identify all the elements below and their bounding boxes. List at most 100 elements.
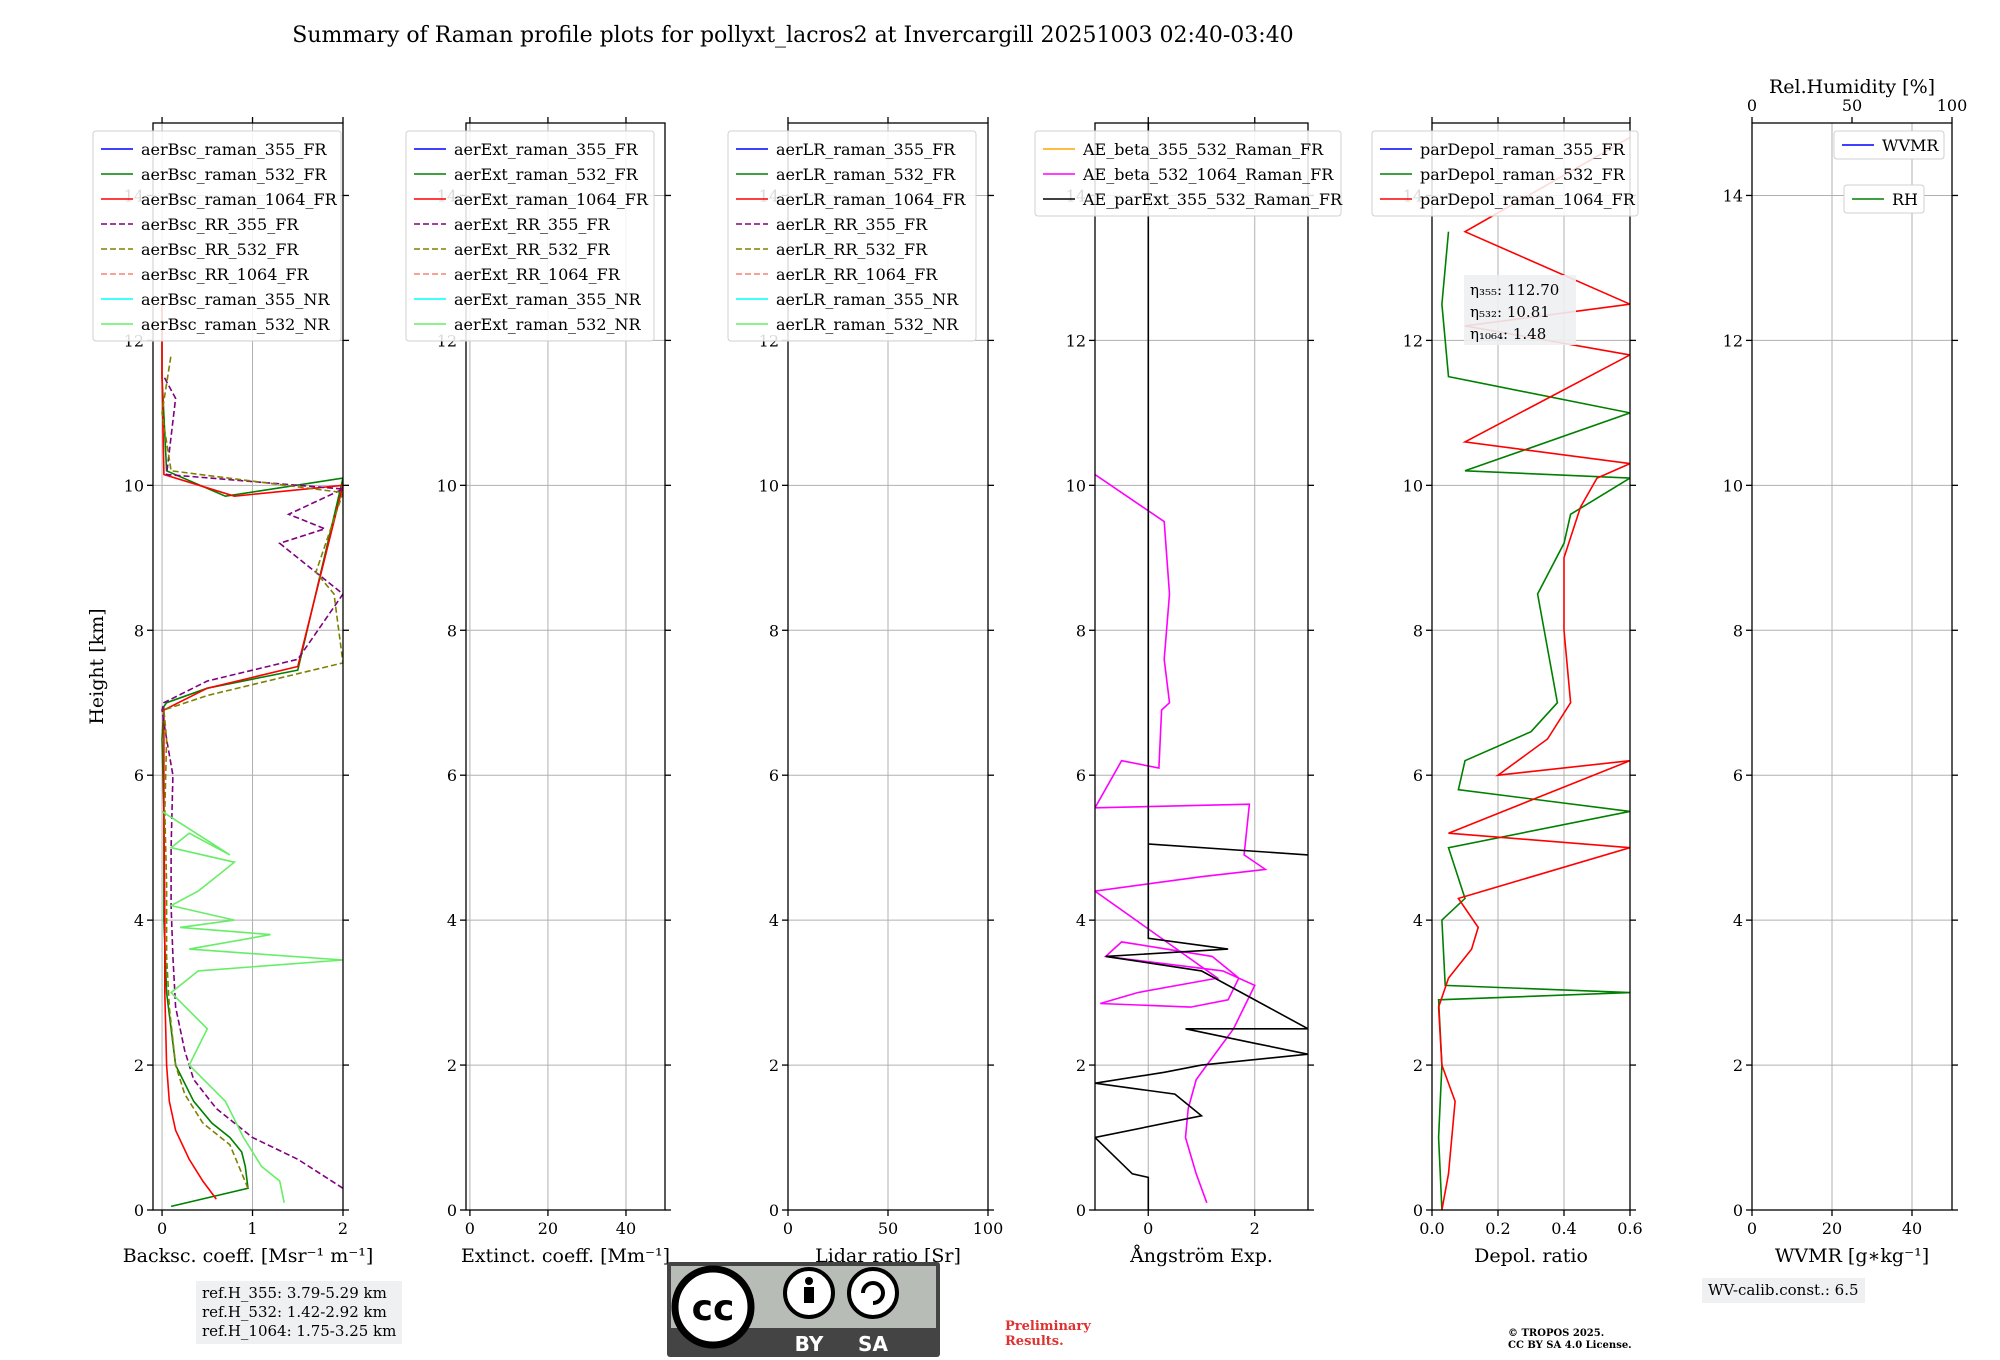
legend-label: AE_beta_355_532_Raman_FR (1082, 140, 1324, 159)
legend-label: aerLR_raman_1064_FR (776, 190, 966, 209)
legend-box (405, 130, 655, 342)
axes-frame (1094, 122, 1309, 1211)
sa-icon (847, 1267, 899, 1319)
x-tick-label: 100 (973, 1219, 1004, 1238)
copyright-line-2: CC BY SA 4.0 License. (1508, 1340, 1632, 1351)
y-tick-label: 0 (447, 1201, 457, 1220)
x-tick-label: 2 (1250, 1219, 1260, 1238)
ref-height-355: ref.H_355: 3.79-5.29 km (202, 1284, 387, 1302)
y-tick-label: 6 (1076, 766, 1086, 785)
panel-backscatter: 02468101214012Backsc. coeff. [Msr⁻¹ m⁻¹]… (86, 117, 373, 1267)
y-tick-label: 10 (437, 476, 457, 495)
copyright-line-1: © TROPOS 2025. (1508, 1328, 1605, 1339)
x-tick-label: 50 (878, 1219, 898, 1238)
legend-label: parDepol_raman_532_FR (1420, 165, 1626, 184)
axes-frame (465, 122, 666, 1211)
reference-heights-box: ref.H_355: 3.79-5.29 km ref.H_532: 1.42-… (196, 1281, 403, 1344)
legend-label: aerLR_raman_532_NR (776, 315, 959, 334)
cc-icon (671, 1265, 755, 1349)
legend-box (1833, 130, 1945, 160)
cc-by-sa-badge: cc BY SA (667, 1262, 940, 1357)
ref-height-532: ref.H_532: 1.42-2.92 km (202, 1303, 387, 1321)
legend-label: AE_parExt_355_532_Raman_FR (1082, 190, 1343, 209)
eta-annotation-line: η₃₅₅: 112.70 (1470, 281, 1559, 299)
x-axis-label: Backsc. coeff. [Msr⁻¹ m⁻¹] (123, 1245, 374, 1267)
series-line-parDepol_raman_532_FR (1437, 231, 1630, 1210)
top-x-axis-label: Rel.Humidity [%] (1769, 76, 1935, 98)
legend-label: parDepol_raman_1064_FR (1420, 190, 1636, 209)
legend-label: aerLR_RR_355_FR (776, 215, 928, 234)
y-tick-label: 2 (447, 1056, 457, 1075)
legend-label: RH (1892, 190, 1918, 209)
preliminary-note: Preliminary Results. (1005, 1319, 1091, 1349)
legend-label: AE_beta_532_1064_Raman_FR (1082, 165, 1334, 184)
preliminary-line-1: Preliminary (1005, 1319, 1091, 1334)
legend-label: aerBsc_raman_355_NR (141, 290, 330, 309)
x-tick-label: 0 (157, 1219, 167, 1238)
legend-box (92, 130, 342, 342)
preliminary-line-2: Results. (1005, 1334, 1064, 1349)
x-tick-label: 20 (538, 1219, 558, 1238)
y-tick-label: 6 (769, 766, 779, 785)
y-tick-label: 8 (134, 621, 144, 640)
x-tick-label: 0 (1143, 1219, 1153, 1238)
y-tick-label: 2 (769, 1056, 779, 1075)
legend-label: aerExt_raman_532_FR (454, 165, 639, 184)
panel-angstrom: 0246810121402Ångström Exp.AE_beta_355_53… (1034, 117, 1343, 1267)
series-line-parDepol_raman_1064_FR (1437, 136, 1630, 1210)
license-by: BY (795, 1332, 824, 1356)
y-tick-label: 2 (134, 1056, 144, 1075)
legend-label: aerLR_raman_355_FR (776, 140, 956, 159)
y-tick-label: 10 (1066, 476, 1086, 495)
x-tick-label: 2 (338, 1219, 348, 1238)
y-tick-label: 6 (447, 766, 457, 785)
wv-calibration-box: WV-calib.const.: 6.5 (1702, 1278, 1865, 1303)
series-line-aerBsc_raman_1064_FR (161, 304, 343, 1200)
legend-label: aerExt_raman_1064_FR (454, 190, 649, 209)
y-tick-label: 4 (134, 911, 144, 930)
legend-label: aerBsc_raman_532_NR (141, 315, 330, 334)
legend-label: aerBsc_RR_355_FR (141, 215, 299, 234)
legend-label: aerLR_raman_532_FR (776, 165, 956, 184)
legend-label: WVMR (1882, 136, 1939, 155)
legend-label: aerExt_RR_1064_FR (454, 265, 621, 284)
y-tick-label: 4 (1413, 911, 1423, 930)
top-x-tick-label: 0 (1747, 96, 1757, 115)
legend-label: aerExt_raman_355_NR (454, 290, 642, 309)
legend-label: aerLR_raman_355_NR (776, 290, 959, 309)
y-tick-label: 2 (1076, 1056, 1086, 1075)
y-tick-label: 10 (1403, 476, 1423, 495)
by-person-body (804, 1287, 814, 1303)
eta-annotation-box (1464, 275, 1576, 345)
eta-annotation-line: η₁₀₆₄: 1.48 (1470, 325, 1546, 343)
cc-letters: cc (692, 1288, 735, 1329)
legend-label: aerBsc_raman_355_FR (141, 140, 327, 159)
y-tick-label: 0 (134, 1201, 144, 1220)
y-tick-label: 4 (447, 911, 457, 930)
y-tick-label: 8 (769, 621, 779, 640)
y-tick-label: 6 (1413, 766, 1423, 785)
x-tick-label: 0.4 (1551, 1219, 1576, 1238)
y-tick-label: 14 (1723, 186, 1743, 205)
series-line-aerBsc_RR_355_FR (161, 376, 343, 1189)
y-tick-label: 8 (447, 621, 457, 640)
y-tick-label: 4 (769, 911, 779, 930)
y-tick-label: 12 (1723, 331, 1743, 350)
y-tick-label: 0 (1413, 1201, 1423, 1220)
x-axis-label: Ångström Exp. (1129, 1245, 1273, 1267)
x-tick-label: 40 (1902, 1219, 1922, 1238)
y-tick-label: 10 (1723, 476, 1743, 495)
panel-water_vapor: 0 2 4 6 8 10 12 14 0 20 40 WVMR [g∗kg⁻¹] 0 50 100Rel.H… (1723, 76, 1968, 1267)
axes-frame (152, 122, 344, 1211)
y-tick-label: 12 (1403, 331, 1423, 350)
y-tick-label: 0 (1076, 1201, 1086, 1220)
y-tick-label: 4 (1076, 911, 1086, 930)
legend-label: aerExt_raman_532_NR (454, 315, 642, 334)
x-tick-label: 0.0 (1419, 1219, 1444, 1238)
panel-extinction: 0246810121402040Extinct. coeff. [Mm⁻¹]ae… (405, 117, 671, 1267)
y-tick-label: 8 (1733, 621, 1743, 640)
license-sa: SA (858, 1332, 888, 1356)
legend-box (1034, 130, 1342, 217)
y-tick-label: 0 (1733, 1201, 1743, 1220)
